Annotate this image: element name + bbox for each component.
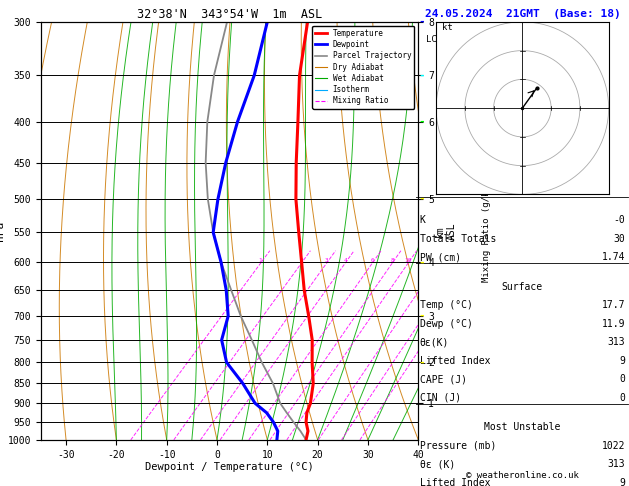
- Text: © weatheronline.co.uk: © weatheronline.co.uk: [466, 471, 579, 480]
- Text: -: -: [420, 357, 424, 367]
- Title: 32°38'N  343°54'W  1m  ASL: 32°38'N 343°54'W 1m ASL: [137, 8, 322, 21]
- Text: 30: 30: [613, 234, 625, 244]
- Text: Surface: Surface: [502, 282, 543, 292]
- Text: Temp (°C): Temp (°C): [420, 300, 472, 310]
- Text: Mixing Ratio (g/kg): Mixing Ratio (g/kg): [482, 180, 491, 282]
- Text: 11.9: 11.9: [602, 319, 625, 329]
- Text: CIN (J): CIN (J): [420, 393, 460, 402]
- Text: LCL: LCL: [426, 35, 442, 44]
- Y-axis label: hPa: hPa: [0, 221, 5, 241]
- Text: Totals Totals: Totals Totals: [420, 234, 496, 244]
- Text: 1: 1: [259, 258, 262, 263]
- Text: 8: 8: [390, 258, 394, 263]
- Text: Lifted Index: Lifted Index: [420, 478, 490, 486]
- Text: Dewp (°C): Dewp (°C): [420, 319, 472, 329]
- Text: 9: 9: [620, 356, 625, 365]
- Text: -: -: [420, 17, 424, 27]
- Text: CAPE (J): CAPE (J): [420, 374, 467, 384]
- Text: 1022: 1022: [602, 441, 625, 451]
- Text: -: -: [420, 194, 424, 204]
- Text: -: -: [420, 70, 424, 80]
- Text: 4: 4: [343, 258, 347, 263]
- Text: -: -: [420, 258, 424, 267]
- X-axis label: Dewpoint / Temperature (°C): Dewpoint / Temperature (°C): [145, 462, 314, 472]
- Text: 17.7: 17.7: [602, 300, 625, 310]
- Text: 6: 6: [370, 258, 374, 263]
- Text: θε (K): θε (K): [420, 459, 455, 469]
- Text: Pressure (mb): Pressure (mb): [420, 441, 496, 451]
- Text: 2: 2: [299, 258, 303, 263]
- Text: 3: 3: [325, 258, 328, 263]
- Text: 313: 313: [608, 337, 625, 347]
- Text: Most Unstable: Most Unstable: [484, 422, 560, 432]
- Text: 10: 10: [404, 258, 412, 263]
- Text: -: -: [420, 117, 424, 127]
- Text: -: -: [420, 311, 424, 321]
- Text: K: K: [420, 215, 425, 226]
- Text: 1.74: 1.74: [602, 252, 625, 262]
- Text: 0: 0: [620, 393, 625, 402]
- Legend: Temperature, Dewpoint, Parcel Trajectory, Dry Adiabat, Wet Adiabat, Isotherm, Mi: Temperature, Dewpoint, Parcel Trajectory…: [312, 26, 415, 108]
- Text: 24.05.2024  21GMT  (Base: 18): 24.05.2024 21GMT (Base: 18): [425, 9, 620, 19]
- Text: -0: -0: [613, 215, 625, 226]
- Text: θε(K): θε(K): [420, 337, 449, 347]
- Text: PW (cm): PW (cm): [420, 252, 460, 262]
- Text: 0: 0: [620, 374, 625, 384]
- Text: 9: 9: [620, 478, 625, 486]
- Y-axis label: km
ASL: km ASL: [435, 222, 457, 240]
- Text: 313: 313: [608, 459, 625, 469]
- Text: kt: kt: [442, 23, 453, 33]
- Text: Lifted Index: Lifted Index: [420, 356, 490, 365]
